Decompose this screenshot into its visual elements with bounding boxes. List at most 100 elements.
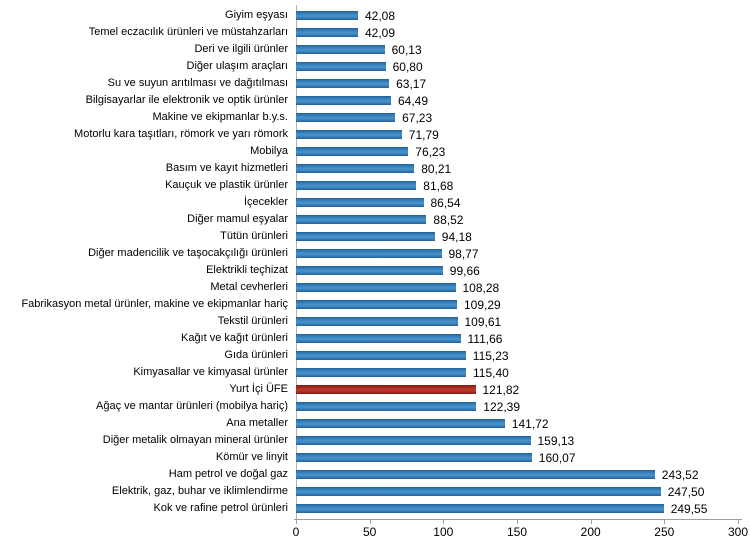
- bar: [296, 249, 442, 258]
- x-tick-mark: [517, 520, 518, 524]
- category-label: Diğer mamul eşyalar: [187, 213, 288, 225]
- bar-track: 108,28: [296, 279, 750, 296]
- category-label: Kauçuk ve plastik ürünler: [165, 179, 288, 191]
- bar-row: Elektrik, gaz, buhar ve iklimlendirme 247…: [0, 483, 750, 500]
- value-label: 108,28: [462, 280, 500, 295]
- value-label: 141,72: [511, 416, 549, 431]
- value-label: 99,66: [449, 263, 480, 278]
- category-label: Deri ve ilgili ürünler: [194, 43, 288, 55]
- bar-track: 88,52: [296, 211, 750, 228]
- category-label: Kok ve rafine petrol ürünleri: [153, 502, 288, 514]
- category-label: Diğer madencilik ve taşocakçılığı ürünle…: [88, 247, 288, 259]
- bar-track: 141,72: [296, 415, 750, 432]
- bar-row: Giyim eşyası 42,08: [0, 7, 750, 24]
- category-label: Tütün ürünleri: [220, 230, 288, 242]
- value-label: 71,79: [408, 127, 439, 142]
- category-label: Basım ve kayıt hizmetleri: [165, 162, 288, 174]
- category-label: Ham petrol ve doğal gaz: [168, 468, 288, 480]
- x-tick-mark: [369, 520, 371, 524]
- value-label: 109,61: [464, 314, 502, 329]
- category-label: Tekstil ürünleri: [217, 315, 288, 327]
- category-label: Elektrik, gaz, buhar ve iklimlendirme: [111, 485, 288, 497]
- bar-row: Ham petrol ve doğal gaz 243,52: [0, 466, 750, 483]
- bar-row: Deri ve ilgili ürünler 60,13: [0, 41, 750, 58]
- bar-track: 42,09: [296, 24, 750, 41]
- value-label: 67,23: [402, 110, 433, 125]
- bar-row: Yurt İçi ÜFE 121,82: [0, 381, 750, 398]
- x-tick-label: 300: [727, 525, 749, 539]
- bar: [296, 164, 415, 173]
- value-label: 94,18: [441, 229, 472, 244]
- x-tick-mark: [443, 520, 445, 524]
- bar: [296, 453, 532, 462]
- bar: [296, 198, 424, 207]
- bar-track: 115,23: [296, 347, 750, 364]
- bar-row: Diğer ulaşım araçları 60,80: [0, 58, 750, 75]
- bar-track: 121,82: [296, 381, 750, 398]
- category-label: Yurt İçi ÜFE: [229, 383, 288, 395]
- bar: [296, 266, 443, 275]
- category-label: Mobilya: [250, 145, 288, 157]
- bar-track: 76,23: [296, 143, 750, 160]
- bar-row: Kömür ve linyit 160,07: [0, 449, 750, 466]
- bar-row: Metal cevherleri 108,28: [0, 279, 750, 296]
- bar: [296, 317, 458, 326]
- bar-row: Kimyasallar ve kimyasal ürünler 115,40: [0, 364, 750, 381]
- category-label: Ağaç ve mantar ürünleri (mobilya hariç): [96, 400, 288, 412]
- bar-track: 94,18: [296, 228, 750, 245]
- category-label: Diğer ulaşım araçları: [186, 60, 288, 72]
- value-label: 159,13: [537, 433, 575, 448]
- bar: [296, 45, 385, 54]
- bar-row: Kağıt ve kağıt ürünleri 111,66: [0, 330, 750, 347]
- value-label: 243,52: [661, 467, 699, 482]
- value-label: 247,50: [667, 484, 705, 499]
- bar-row: Su ve suyun arıtılması ve dağıtılması 63,…: [0, 75, 750, 92]
- category-label: Motorlu kara taşıtları, römork ve yarı r…: [74, 128, 288, 140]
- bar-track: 247,50: [296, 483, 750, 500]
- bar-track: 109,29: [296, 296, 750, 313]
- category-label: Makine ve ekipmanlar b.y.s.: [152, 111, 288, 123]
- bar-row: Motorlu kara taşıtları, römork ve yarı r…: [0, 126, 750, 143]
- bar: [296, 28, 358, 37]
- category-label: Fabrikasyon metal ürünler, makine ve eki…: [21, 298, 288, 310]
- bar: [296, 487, 661, 496]
- bar-row: Ağaç ve mantar ürünleri (mobilya hariç) 1…: [0, 398, 750, 415]
- bar-track: 63,17: [296, 75, 750, 92]
- bar-track: 81,68: [296, 177, 750, 194]
- x-tick-label: 50: [363, 525, 377, 539]
- category-label: Kimyasallar ve kimyasal ürünler: [133, 366, 288, 378]
- bar-track: 160,07: [296, 449, 750, 466]
- bar: [296, 96, 391, 105]
- category-label: Su ve suyun arıtılması ve dağıtılması: [107, 77, 288, 89]
- bar-row: Diğer madencilik ve taşocakçılığı ürünle…: [0, 245, 750, 262]
- bar-row: Tekstil ürünleri 109,61: [0, 313, 750, 330]
- bar-row: Fabrikasyon metal ürünler, makine ve eki…: [0, 296, 750, 313]
- bar-row: Tütün ürünleri 94,18: [0, 228, 750, 245]
- bar-track: 42,08: [296, 7, 750, 24]
- value-label: 122,39: [483, 399, 520, 414]
- bar: [296, 283, 456, 292]
- bar: [296, 130, 402, 139]
- x-axis-line: [294, 519, 742, 520]
- bar: [296, 436, 531, 445]
- value-label: 88,52: [433, 212, 464, 227]
- bar-track: 109,61: [296, 313, 750, 330]
- bar-track: 98,77: [296, 245, 750, 262]
- value-label: 115,40: [473, 365, 509, 380]
- y-axis-line: [296, 5, 297, 519]
- bar-track: 99,66: [296, 262, 750, 279]
- bar-row: Kok ve rafine petrol ürünleri 249,55: [0, 500, 750, 517]
- x-tick-mark: [296, 520, 297, 524]
- x-tick-label: 250: [654, 525, 675, 539]
- bar-row: Gıda ürünleri 115,23: [0, 347, 750, 364]
- value-label: 63,17: [396, 76, 427, 91]
- x-tick-label: 0: [292, 525, 300, 539]
- bar-row: Diğer mamul eşyalar 88,52: [0, 211, 750, 228]
- value-label: 98,77: [448, 246, 479, 261]
- highlight-bar: [296, 385, 476, 394]
- category-label: Ana metaller: [226, 417, 288, 429]
- category-label: Gıda ürünleri: [224, 349, 288, 361]
- bar-track: 60,13: [296, 41, 750, 58]
- bar: [296, 368, 466, 377]
